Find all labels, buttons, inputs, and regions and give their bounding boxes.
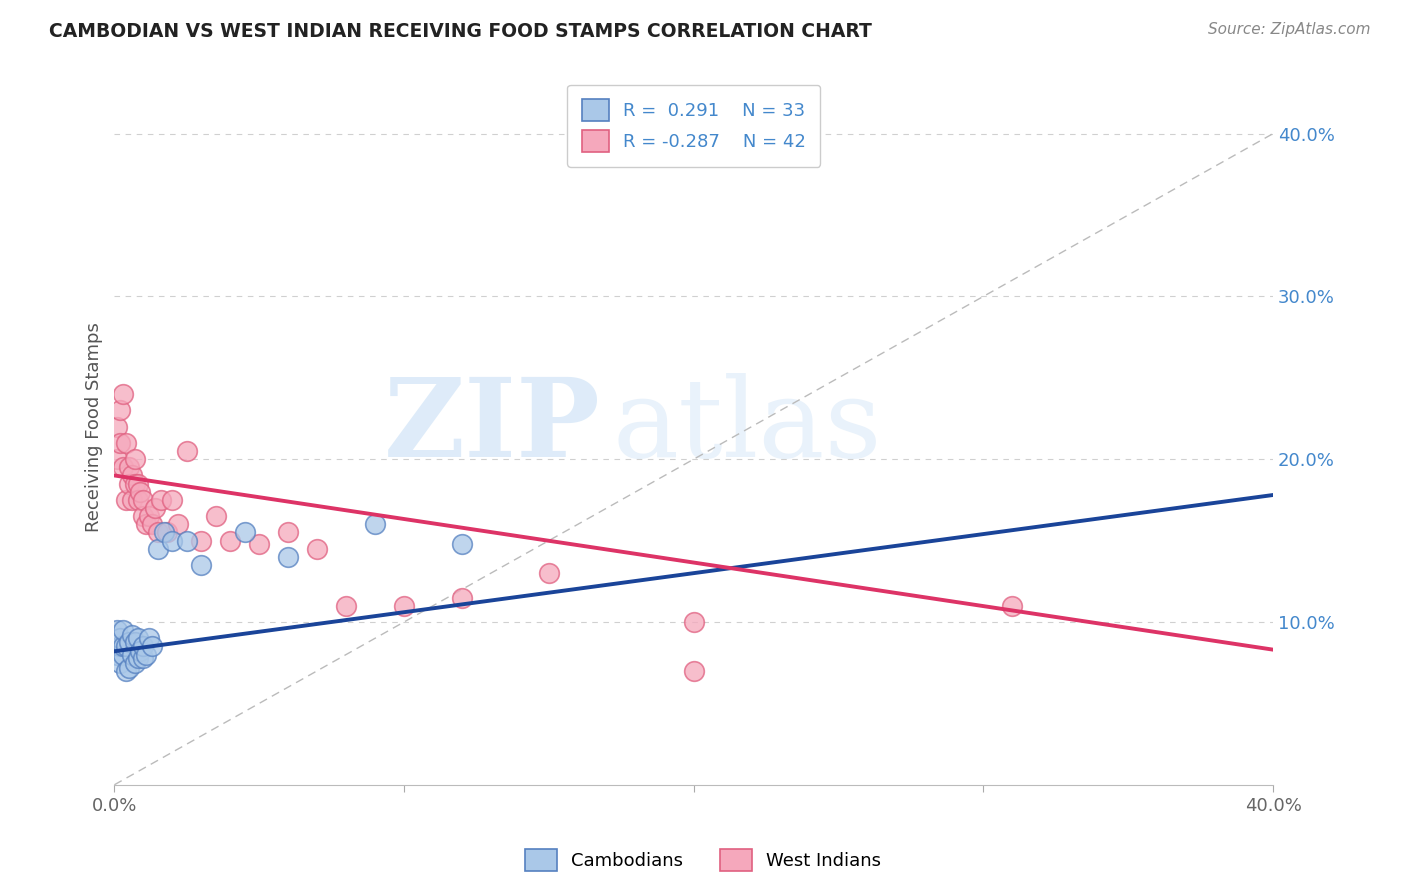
Point — [115, 664, 138, 678]
Point — [682, 664, 704, 678]
Point — [204, 509, 226, 524]
Point — [124, 634, 146, 648]
Point — [451, 591, 474, 605]
Point — [277, 549, 299, 564]
Point — [124, 656, 146, 670]
Point — [127, 476, 149, 491]
Point — [176, 533, 198, 548]
Point — [162, 492, 184, 507]
Point — [155, 525, 177, 540]
Point — [233, 525, 256, 540]
Point — [127, 650, 149, 665]
Point — [146, 525, 169, 540]
Point — [108, 656, 131, 670]
Text: Source: ZipAtlas.com: Source: ZipAtlas.com — [1208, 22, 1371, 37]
Point — [121, 468, 143, 483]
Point — [1001, 599, 1024, 613]
Point — [141, 517, 163, 532]
Legend: R =  0.291    N = 33, R = -0.287    N = 42: R = 0.291 N = 33, R = -0.287 N = 42 — [567, 85, 820, 167]
Point — [108, 403, 131, 417]
Point — [115, 436, 138, 450]
Point — [108, 436, 131, 450]
Point — [135, 517, 157, 532]
Point — [115, 640, 138, 654]
Point — [190, 533, 212, 548]
Point — [118, 460, 141, 475]
Point — [118, 660, 141, 674]
Point — [105, 452, 128, 467]
Point — [115, 492, 138, 507]
Y-axis label: Receiving Food Stamps: Receiving Food Stamps — [86, 322, 103, 532]
Point — [176, 444, 198, 458]
Point — [537, 566, 560, 581]
Point — [127, 492, 149, 507]
Point — [129, 484, 152, 499]
Point — [138, 509, 160, 524]
Point — [132, 509, 155, 524]
Point — [152, 525, 174, 540]
Text: ZIP: ZIP — [384, 373, 600, 480]
Point — [138, 632, 160, 646]
Point — [127, 632, 149, 646]
Point — [121, 628, 143, 642]
Point — [112, 460, 135, 475]
Point — [105, 623, 128, 637]
Point — [132, 640, 155, 654]
Point — [162, 533, 184, 548]
Text: atlas: atlas — [613, 373, 882, 480]
Point — [364, 517, 387, 532]
Point — [682, 615, 704, 629]
Point — [451, 537, 474, 551]
Point — [141, 640, 163, 654]
Point — [108, 640, 131, 654]
Legend: Cambodians, West Indians: Cambodians, West Indians — [517, 842, 889, 879]
Point — [335, 599, 357, 613]
Point — [392, 599, 415, 613]
Point — [129, 644, 152, 658]
Point — [143, 501, 166, 516]
Point — [132, 650, 155, 665]
Point — [105, 419, 128, 434]
Point — [121, 648, 143, 662]
Point — [112, 387, 135, 401]
Point — [307, 541, 329, 556]
Point — [135, 648, 157, 662]
Point — [146, 541, 169, 556]
Point — [112, 623, 135, 637]
Point — [219, 533, 242, 548]
Point — [132, 492, 155, 507]
Point — [105, 648, 128, 662]
Point — [190, 558, 212, 572]
Point — [277, 525, 299, 540]
Point — [149, 492, 172, 507]
Point — [112, 640, 135, 654]
Point — [247, 537, 270, 551]
Text: CAMBODIAN VS WEST INDIAN RECEIVING FOOD STAMPS CORRELATION CHART: CAMBODIAN VS WEST INDIAN RECEIVING FOOD … — [49, 22, 872, 41]
Point — [167, 517, 190, 532]
Point — [124, 452, 146, 467]
Point — [124, 476, 146, 491]
Point — [118, 634, 141, 648]
Point — [112, 648, 135, 662]
Point — [118, 476, 141, 491]
Point — [121, 492, 143, 507]
Point — [108, 632, 131, 646]
